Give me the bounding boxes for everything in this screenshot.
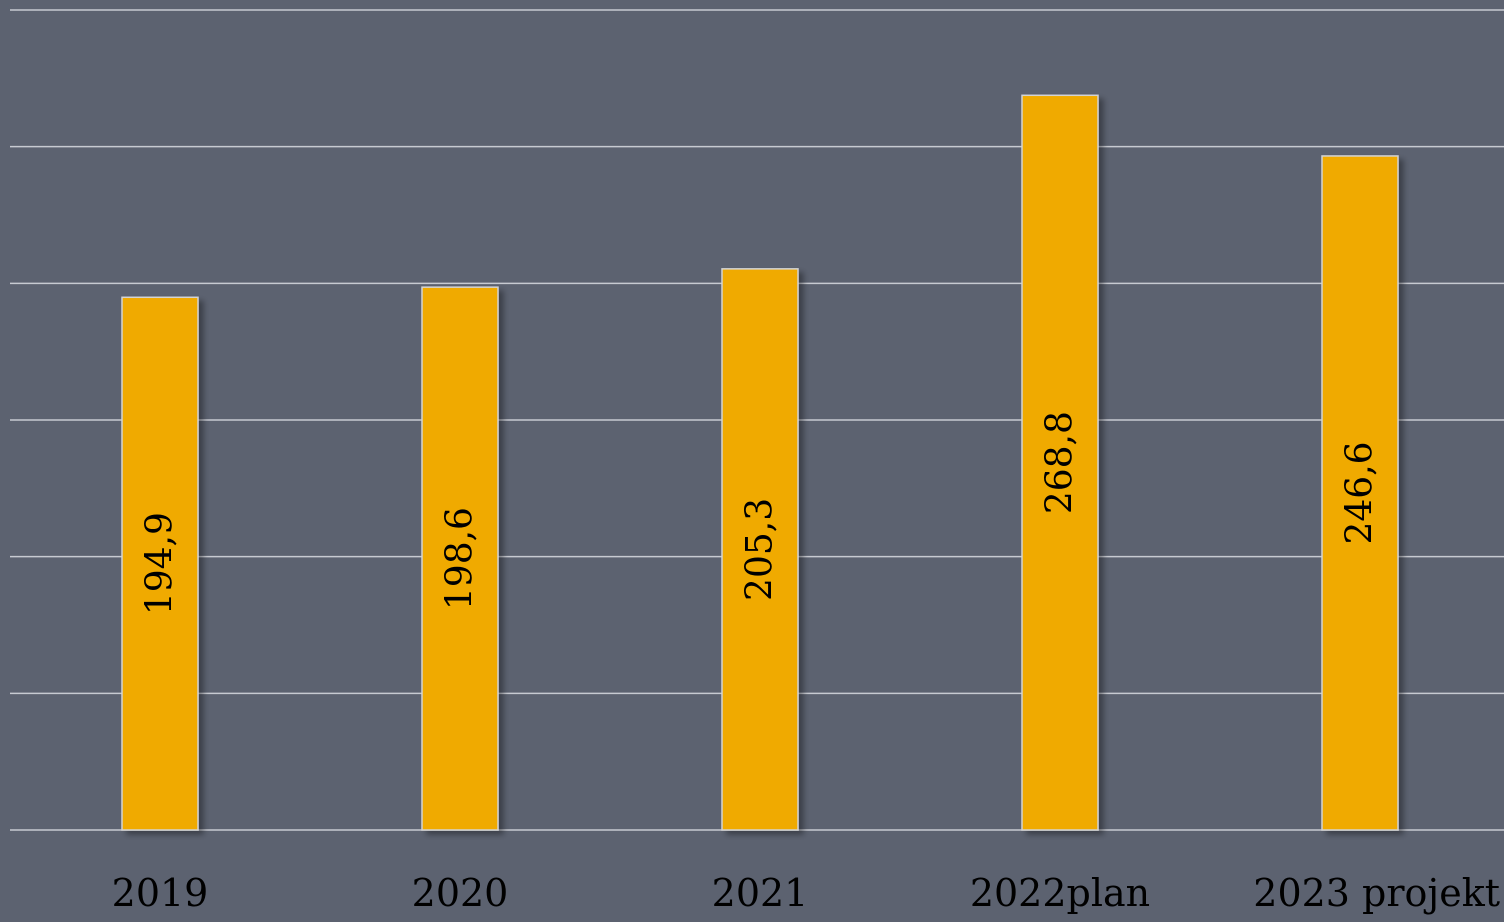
- bar-2019: [121, 296, 199, 831]
- bar-2021: [721, 268, 799, 831]
- data-label: 268,8: [1040, 411, 1081, 514]
- bar-2022plan: [1021, 94, 1099, 831]
- data-label: 198,6: [440, 507, 481, 610]
- data-label: 194,9: [140, 512, 181, 615]
- data-label: 246,6: [1340, 441, 1381, 544]
- bar-2023-projekt: [1321, 155, 1399, 831]
- data-label: 205,3: [740, 498, 781, 601]
- x-tick-label: 2021: [712, 871, 809, 915]
- x-tick-label: 2023 projekt: [1253, 871, 1500, 915]
- x-axis-tick-labels: 2019 2020 2021 2022plan 2023 projekt: [112, 871, 1500, 915]
- bars: [121, 94, 1399, 831]
- x-tick-label: 2020: [412, 871, 509, 915]
- bar-2020: [421, 286, 499, 831]
- x-tick-label: 2019: [112, 871, 209, 915]
- x-tick-label: 2022plan: [970, 871, 1150, 915]
- value-labels: 194,9 198,6 205,3 268,8 246,6: [140, 411, 1381, 615]
